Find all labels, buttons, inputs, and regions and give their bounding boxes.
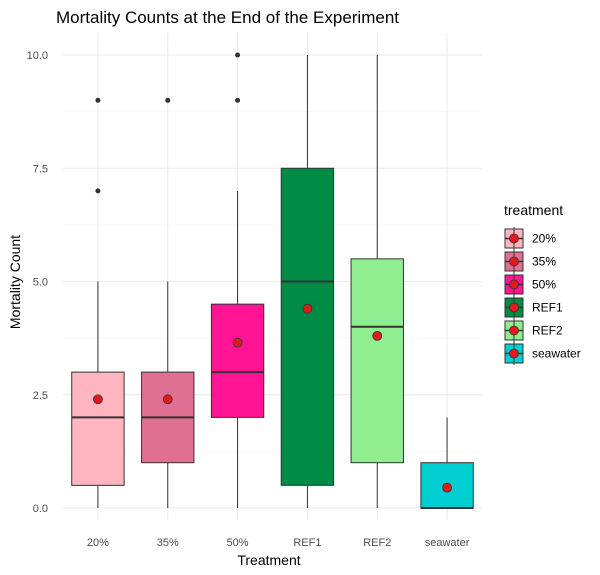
x-axis: 20% 35% 50% REF1 REF2 seawater — [87, 537, 470, 549]
box-group — [71, 97, 125, 508]
box-group — [210, 52, 265, 508]
box — [71, 371, 125, 486]
x-tick-label: 50% — [227, 537, 249, 549]
x-tick-label: seawater — [425, 537, 470, 549]
legend-label: REF2 — [532, 324, 563, 338]
x-tick-label: 20% — [87, 537, 109, 549]
mean-marker — [302, 303, 313, 314]
box-group — [420, 417, 474, 509]
box — [350, 258, 404, 464]
outlier-point — [95, 188, 101, 194]
outlier-point — [165, 97, 171, 103]
legend-key-mean — [509, 302, 519, 313]
y-tick-label: 0.0 — [33, 503, 48, 515]
box-group — [141, 97, 195, 508]
boxes — [71, 52, 474, 509]
legend-key-mean — [509, 279, 519, 290]
x-tick-label: REF2 — [363, 537, 391, 549]
outlier-point — [235, 52, 241, 58]
legend-key-mean — [509, 325, 519, 336]
outlier-point — [95, 97, 101, 103]
y-axis: 0.0 2.5 5.0 7.5 10.0 — [27, 50, 48, 515]
x-tick-label: 35% — [157, 537, 179, 549]
y-tick-label: 2.5 — [33, 390, 48, 402]
mean-marker — [93, 394, 103, 405]
legend-title: treatment — [504, 202, 563, 218]
mean-marker — [162, 394, 173, 405]
chart-title: Mortality Counts at the End of the Exper… — [56, 8, 399, 27]
legend-label: 35% — [532, 255, 556, 269]
y-axis-title: Mortality Count — [7, 235, 23, 329]
legend: treatment 20% 35% 50% REF1 REF2 seawater — [504, 202, 581, 365]
outlier-point — [235, 97, 241, 103]
legend-label: 20% — [532, 232, 556, 246]
legend-label: REF1 — [532, 301, 563, 315]
grid-lines — [63, 33, 482, 520]
y-tick-label: 7.5 — [33, 163, 48, 175]
mean-marker — [372, 330, 383, 341]
x-axis-title: Treatment — [237, 552, 300, 568]
y-tick-label: 10.0 — [27, 50, 48, 62]
box-group — [350, 55, 404, 508]
x-tick-label: REF1 — [293, 537, 321, 549]
legend-label: seawater — [532, 347, 581, 361]
box — [210, 303, 265, 418]
mean-marker — [442, 482, 452, 493]
legend-key-mean — [509, 348, 519, 359]
box-group — [280, 55, 335, 508]
legend-key-mean — [509, 233, 519, 244]
y-tick-label: 5.0 — [33, 277, 48, 289]
legend-key-mean — [509, 256, 519, 267]
mean-marker — [232, 337, 243, 348]
legend-label: 50% — [532, 278, 556, 292]
box — [280, 167, 335, 486]
